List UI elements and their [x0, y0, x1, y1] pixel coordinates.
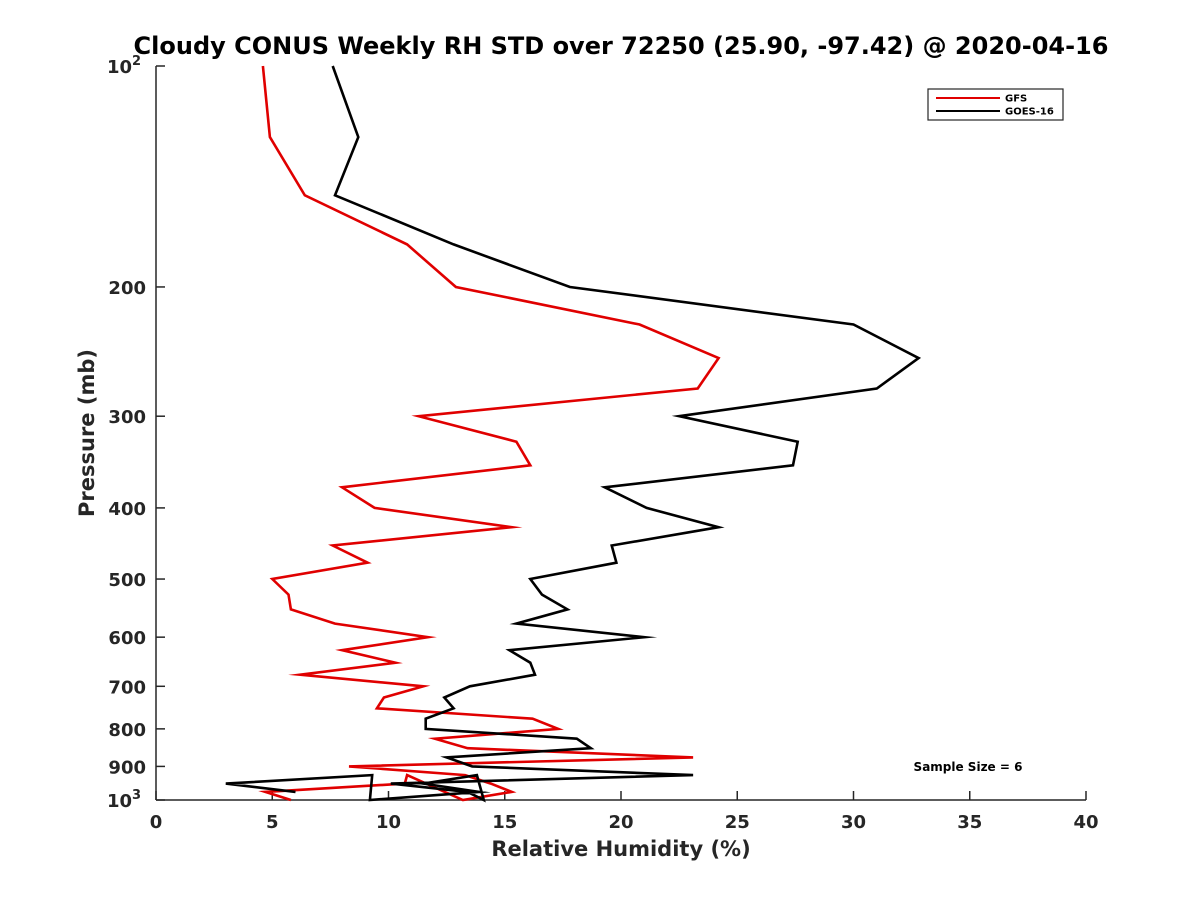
y-tick-label: 600 [108, 628, 146, 649]
y-tick-exponent: 2 [132, 54, 141, 69]
legend-entry-goes16: GOES-16 [1005, 107, 1054, 118]
legend: GFS GOES-16 [927, 88, 1064, 121]
y-tick-label: 300 [108, 407, 146, 428]
x-tick-label: 20 [608, 812, 633, 833]
x-tick-label: 35 [957, 812, 982, 833]
x-tick-label: 5 [266, 812, 279, 833]
x-axis-label: Relative Humidity (%) [491, 837, 750, 861]
chart-title: Cloudy CONUS Weekly RH STD over 72250 (2… [134, 32, 1109, 60]
y-tick-label: 10 [107, 791, 132, 812]
y-tick-label: 400 [108, 499, 146, 520]
series-line-goes16 [225, 65, 922, 803]
x-tick-label: 25 [725, 812, 750, 833]
y-tick-label: 900 [108, 757, 146, 778]
axes-background [156, 66, 1086, 800]
y-tick-label: 10 [107, 57, 132, 78]
sample-size-annotation: Sample Size = 6 [914, 760, 1023, 774]
y-tick-label: 200 [108, 278, 146, 299]
x-tick-label: 40 [1073, 812, 1098, 833]
y-tick-label: 800 [108, 720, 146, 741]
x-tick-label: 30 [841, 812, 866, 833]
y-tick-exponent: 3 [132, 788, 141, 803]
x-tick-label: 15 [492, 812, 517, 833]
series-layer [225, 65, 922, 803]
series-line-gfs [258, 65, 721, 802]
y-axis-label: Pressure (mb) [75, 349, 99, 517]
y-tick-label: 700 [108, 677, 146, 698]
plot-area: 0 5 10 15 20 25 30 35 40 10 220030040050060070080… [107, 54, 1099, 833]
x-axis-ticks: 0 5 10 15 20 25 30 35 40 [150, 791, 1099, 833]
legend-box [927, 88, 1064, 121]
x-tick-label: 10 [376, 812, 401, 833]
legend-entry-gfs: GFS [1005, 94, 1027, 105]
y-tick-label: 500 [108, 570, 146, 591]
x-tick-label: 0 [150, 812, 163, 833]
